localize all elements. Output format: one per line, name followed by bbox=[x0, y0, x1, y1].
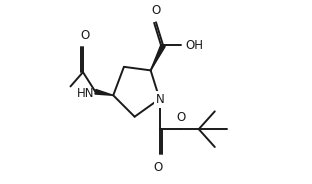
Text: OH: OH bbox=[185, 39, 203, 52]
Text: HN: HN bbox=[77, 87, 95, 100]
Polygon shape bbox=[151, 44, 165, 70]
Text: O: O bbox=[151, 4, 161, 17]
Polygon shape bbox=[95, 89, 113, 95]
Text: O: O bbox=[80, 29, 89, 42]
Text: O: O bbox=[153, 161, 163, 174]
Text: N: N bbox=[156, 93, 165, 106]
Text: O: O bbox=[176, 111, 186, 124]
